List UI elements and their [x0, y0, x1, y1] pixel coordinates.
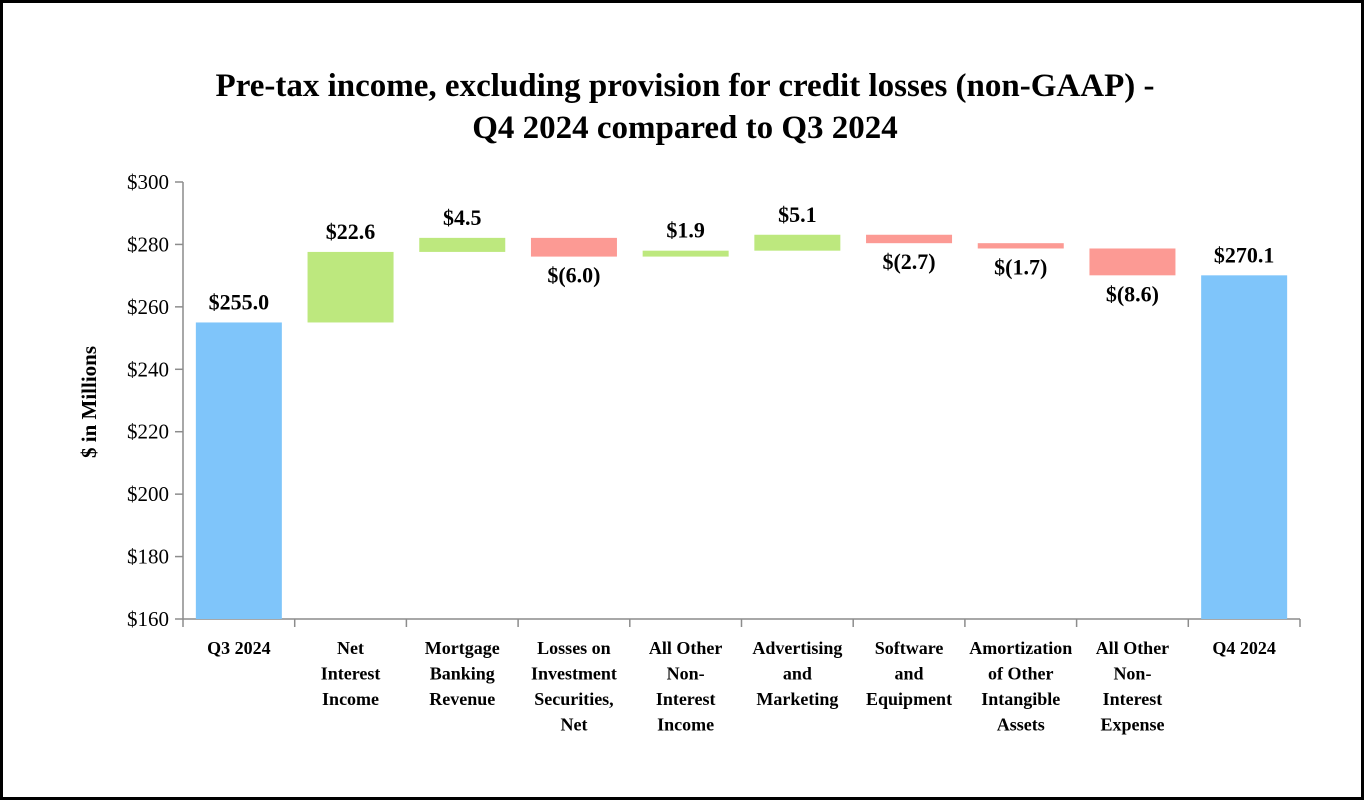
bar-decrease: [530, 237, 617, 257]
y-tick-label: $180: [127, 545, 169, 569]
bar-increase: [419, 237, 506, 252]
category-label: Losses on: [537, 638, 611, 658]
category-label: and: [783, 664, 812, 684]
category-label: Investment: [531, 664, 617, 684]
y-tick-label: $220: [127, 420, 169, 444]
y-axis-title: $ in Millions: [77, 346, 101, 458]
category-label: Interest: [656, 689, 716, 709]
chart-title: Pre-tax income, excluding provision for …: [3, 65, 1364, 149]
category-label: Expense: [1100, 715, 1164, 735]
data-label: $1.9: [666, 218, 705, 243]
data-label: $4.5: [443, 205, 482, 230]
data-label: $(2.7): [882, 249, 935, 274]
chart-title-line-2: Q4 2024 compared to Q3 2024: [472, 110, 898, 146]
category-label: Non-: [667, 664, 705, 684]
data-label: $22.6: [326, 219, 376, 244]
category-label: of Other: [988, 664, 1053, 684]
data-label: $(1.7): [994, 254, 1047, 279]
bar-decrease: [977, 243, 1064, 249]
bar-increase: [642, 250, 729, 257]
category-label: Interest: [321, 664, 381, 684]
category-label: Securities,: [534, 689, 613, 709]
bar-decrease: [866, 234, 953, 244]
category-label: Q3 2024: [207, 638, 271, 658]
axes-group: $160 $180 $200 $220 $240 $260 $280 $300: [127, 170, 1301, 631]
y-tick-label: $240: [127, 357, 169, 381]
category-label: All Other: [1096, 638, 1170, 658]
category-label: and: [895, 664, 924, 684]
bars-group: [195, 234, 1288, 619]
category-label: Amortization: [969, 638, 1072, 658]
data-label: $255.0: [209, 289, 270, 314]
category-label: Net: [337, 638, 364, 658]
chart-title-line-1: Pre-tax income, excluding provision for …: [215, 68, 1155, 104]
data-label: $(6.0): [547, 263, 600, 288]
category-label: Assets: [997, 715, 1045, 735]
category-label: Interest: [1103, 689, 1163, 709]
category-label: Income: [657, 715, 714, 735]
y-tick-label: $160: [127, 607, 169, 631]
bar-decrease: [1089, 248, 1176, 276]
bar-increase: [754, 234, 841, 251]
y-tick-label: $300: [127, 170, 169, 194]
category-label: Q4 2024: [1212, 638, 1276, 658]
category-label: Revenue: [429, 689, 495, 709]
category-label: Mortgage: [425, 638, 500, 658]
category-label: Equipment: [866, 689, 952, 709]
y-tick-label: $280: [127, 232, 169, 256]
category-label: Intangible: [981, 689, 1060, 709]
category-label: Income: [322, 689, 379, 709]
category-label: Software: [875, 638, 944, 658]
labels-group: $255.0 Q3 2024 $22.6 Net Interest Income $4.5 M…: [207, 202, 1276, 735]
category-label: Marketing: [756, 689, 838, 709]
bar-increase: [307, 251, 394, 323]
y-tick-label: $260: [127, 295, 169, 319]
category-label: Banking: [430, 664, 495, 684]
bar-total: [1201, 275, 1288, 619]
category-label: Non-: [1113, 664, 1151, 684]
category-label: Advertising: [752, 638, 842, 658]
data-label: $(8.6): [1106, 281, 1159, 306]
data-label: $270.1: [1214, 242, 1275, 267]
category-label: All Other: [649, 638, 723, 658]
bar-total: [195, 322, 282, 619]
data-label: $5.1: [778, 202, 817, 227]
category-label: Net: [560, 715, 587, 735]
y-tick-label: $200: [127, 482, 169, 506]
